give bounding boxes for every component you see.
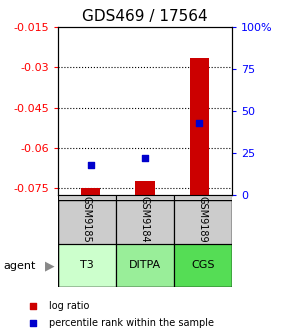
Point bbox=[88, 162, 93, 167]
Point bbox=[31, 321, 36, 326]
Text: log ratio: log ratio bbox=[49, 301, 89, 311]
Bar bbox=[81, 187, 100, 195]
Text: CGS: CGS bbox=[191, 260, 215, 270]
Text: GSM9185: GSM9185 bbox=[82, 196, 92, 243]
Bar bbox=[174, 195, 232, 244]
Text: T3: T3 bbox=[80, 260, 94, 270]
Bar bbox=[58, 244, 116, 287]
Point bbox=[31, 303, 36, 309]
Bar bbox=[116, 244, 174, 287]
Bar bbox=[135, 181, 155, 195]
Bar bbox=[174, 244, 232, 287]
Bar bbox=[190, 58, 209, 195]
Point bbox=[197, 120, 202, 125]
Title: GDS469 / 17564: GDS469 / 17564 bbox=[82, 9, 208, 24]
Text: DITPA: DITPA bbox=[129, 260, 161, 270]
Bar bbox=[58, 195, 116, 244]
Text: GSM9184: GSM9184 bbox=[140, 196, 150, 243]
Text: GSM9189: GSM9189 bbox=[198, 196, 208, 243]
Bar bbox=[116, 195, 174, 244]
Text: ▶: ▶ bbox=[45, 260, 55, 272]
Text: percentile rank within the sample: percentile rank within the sample bbox=[49, 319, 214, 328]
Point bbox=[143, 155, 147, 161]
Text: agent: agent bbox=[3, 261, 35, 271]
